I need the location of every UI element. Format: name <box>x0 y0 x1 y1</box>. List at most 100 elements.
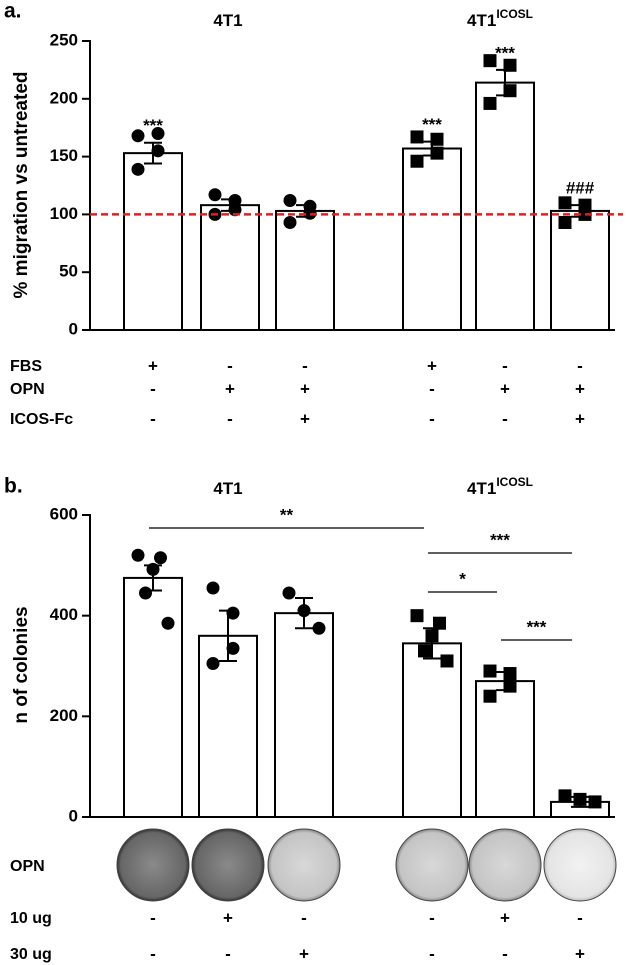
data-point <box>283 215 297 229</box>
data-point <box>131 129 145 143</box>
data-point <box>151 144 165 158</box>
well-image <box>191 828 265 902</box>
y-tick-label: 600 <box>50 504 78 523</box>
comparison-label: ** <box>280 505 294 524</box>
condition-sign: - <box>150 944 156 963</box>
condition-label: 30 ug <box>10 946 52 963</box>
data-point <box>312 621 326 635</box>
bar <box>200 204 260 331</box>
y-axis-label: n of colonies <box>11 606 32 723</box>
condition-sign: + <box>300 409 310 428</box>
group-label: 4T1ICOSL <box>467 475 533 498</box>
data-point <box>425 629 439 643</box>
data-point <box>282 586 296 600</box>
condition-sign: + <box>223 908 233 927</box>
data-point <box>161 616 175 630</box>
condition-sign: - <box>429 908 435 927</box>
data-point <box>558 196 572 210</box>
bar <box>550 209 610 332</box>
y-tick-label: 0 <box>69 806 78 825</box>
condition-sign: - <box>302 356 308 375</box>
condition-label: ICOS-Fc <box>10 411 73 428</box>
data-point <box>206 581 220 595</box>
data-point <box>430 132 444 146</box>
data-point <box>154 551 167 565</box>
condition-sign: - <box>227 409 233 428</box>
bar <box>123 576 183 819</box>
group-name: 4T1 <box>467 479 496 498</box>
data-point <box>208 188 222 202</box>
condition-label: 10 ug <box>10 910 52 927</box>
data-point <box>573 792 587 806</box>
data-point <box>558 215 572 229</box>
condition-sign: - <box>150 379 156 398</box>
comparison-label: * <box>459 569 466 588</box>
y-tick-label: 0 <box>69 319 78 338</box>
data-point <box>131 162 145 176</box>
y-axis-label: % migration vs untreated <box>11 72 32 299</box>
condition-sign: + <box>500 379 510 398</box>
group-name: 4T1 <box>467 11 496 30</box>
condition-sign: + <box>575 944 585 963</box>
group-label: 4T1 <box>213 11 242 30</box>
data-point <box>483 664 497 678</box>
panel-label: b. <box>4 475 23 498</box>
group-superscript: ICOSL <box>496 475 533 489</box>
condition-sign: - <box>301 908 307 927</box>
bar <box>475 81 535 331</box>
condition-sign: - <box>227 356 233 375</box>
significance-label: *** <box>422 115 442 134</box>
data-point <box>146 562 160 576</box>
y-tick-label: 100 <box>50 204 78 223</box>
data-point <box>226 606 240 620</box>
well-image <box>543 828 617 902</box>
condition-sign: - <box>502 356 508 375</box>
y-tick-label: 400 <box>50 605 78 624</box>
condition-sign: + <box>500 908 510 927</box>
well-image <box>395 828 469 902</box>
condition-sign: + <box>225 379 235 398</box>
y-tick-label: 50 <box>59 262 78 281</box>
data-point <box>228 203 242 217</box>
condition-sign: + <box>148 356 158 375</box>
bar <box>402 147 462 331</box>
group-label: 4T1ICOSL <box>467 7 533 30</box>
condition-sign: - <box>502 944 508 963</box>
data-point <box>503 667 517 681</box>
data-point <box>206 656 220 670</box>
data-point <box>297 604 311 618</box>
group-superscript: ICOSL <box>496 7 533 21</box>
bar <box>402 642 462 818</box>
data-point <box>410 609 424 623</box>
y-tick-label: 200 <box>50 706 78 725</box>
significance-label: ### <box>566 179 595 198</box>
data-point <box>503 84 517 98</box>
data-point <box>410 130 424 144</box>
condition-sign: + <box>300 379 310 398</box>
group-name: 4T1 <box>213 11 242 30</box>
condition-sign: - <box>225 944 231 963</box>
condition-sign: - <box>502 409 508 428</box>
data-point <box>588 795 602 809</box>
data-point <box>430 146 444 160</box>
data-point <box>131 548 145 562</box>
data-point <box>503 58 517 72</box>
significance-label: *** <box>143 116 163 135</box>
condition-sign: + <box>427 356 437 375</box>
condition-label: OPN <box>10 381 45 398</box>
group-label: 4T1 <box>213 479 242 498</box>
data-point <box>151 126 165 140</box>
y-tick-label: 150 <box>50 146 78 165</box>
significance-label: *** <box>495 43 515 62</box>
condition-sign: - <box>577 908 583 927</box>
data-point <box>433 616 446 630</box>
condition-sign: + <box>575 409 585 428</box>
bar <box>475 680 535 818</box>
data-point <box>503 679 517 693</box>
data-point <box>410 154 424 168</box>
data-point <box>283 194 297 208</box>
condition-sign: + <box>299 944 309 963</box>
data-point <box>483 689 497 703</box>
condition-sign: + <box>575 379 585 398</box>
data-point <box>226 641 240 655</box>
